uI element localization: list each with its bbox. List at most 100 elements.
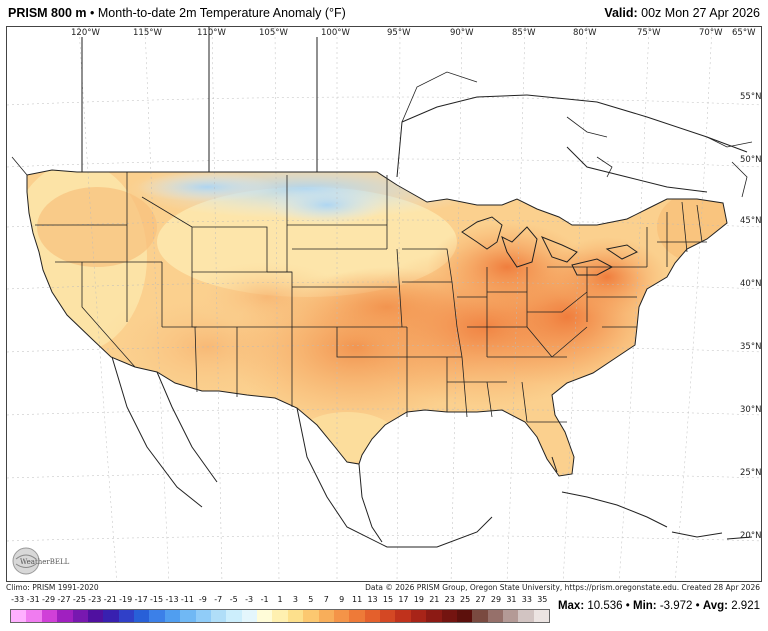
legend-label: -33 (11, 595, 25, 604)
legend-label: 25 (460, 595, 471, 604)
legend-swatch (26, 610, 42, 622)
anomaly-field (27, 170, 727, 476)
legend-swatch (303, 610, 319, 622)
legend-label: -13 (165, 595, 179, 604)
legend-label: 31 (506, 595, 517, 604)
legend-label: -1 (260, 595, 269, 604)
legend-label: -23 (88, 595, 102, 604)
lat-label: 40°N (740, 279, 761, 289)
legend-label: 15 (382, 595, 394, 604)
lat-label: 35°N (740, 342, 761, 352)
legend-swatch (380, 610, 396, 622)
avg-value: 2.921 (731, 600, 760, 612)
color-legend: -33 -31 -29 -27 -25 -23 -21 -19 -17 -15 -13 -11 -9 -7… (10, 595, 550, 627)
legend-label: -15 (150, 595, 164, 604)
legend-swatch (287, 610, 304, 622)
legend-label: -29 (42, 595, 56, 604)
stats-separator: • (695, 600, 700, 612)
latitude-labels: 55°N 50°N 45°N 40°N 35°N 30°N 25°N 20°N (740, 92, 761, 541)
legend-label: 3 (292, 595, 298, 604)
legend-label: 19 (413, 595, 424, 604)
legend-swatch (518, 610, 534, 622)
min-value: -3.972 (659, 600, 693, 612)
legend-swatch (195, 610, 211, 622)
legend-swatch (272, 610, 288, 622)
legend-swatch (349, 610, 365, 622)
legend-swatch (410, 610, 427, 622)
max-value: 10.536 (587, 600, 623, 612)
lon-label: 100°W (321, 28, 350, 38)
legend-label: 21 (429, 595, 440, 604)
legend-label: 5 (308, 595, 314, 604)
legend-swatch (57, 610, 73, 622)
valid-time: Valid: 00z Mon 27 Apr 2026 (604, 0, 760, 26)
borders (26, 27, 753, 548)
legend-label: -9 (198, 595, 207, 604)
lat-label: 25°N (740, 468, 761, 478)
legend-label: 33 (521, 595, 532, 604)
legend-swatch (456, 610, 473, 622)
legend-label: 23 (444, 595, 455, 604)
legend-swatch (333, 610, 350, 622)
legend-swatch (472, 610, 488, 622)
longitude-labels: 120°W 115°W 110°W 105°W 100°W 95°W 90°W … (71, 28, 756, 38)
lon-label: 110°W (197, 28, 226, 38)
state-lines (35, 172, 707, 423)
legend-swatch (11, 610, 27, 622)
legend-swatch (257, 610, 273, 622)
legend-label: -11 (180, 595, 194, 604)
legend-label: 17 (398, 595, 409, 604)
legend-swatch (87, 610, 104, 622)
legend-swatch (118, 610, 134, 622)
lon-label: 65°W (732, 28, 756, 38)
graticule (7, 27, 761, 581)
legend-swatch (395, 610, 411, 622)
legend-swatch (210, 610, 227, 622)
legend-swatch (134, 610, 150, 622)
product-name: PRISM 800 m (8, 6, 87, 20)
data-credit: Data © 2026 PRISM Group, Oregon State Un… (365, 583, 760, 592)
legend-label: 7 (323, 595, 329, 604)
legend-swatch (103, 610, 119, 622)
legend-label: -21 (103, 595, 117, 604)
legend-bar (10, 609, 550, 623)
lon-label: 90°W (450, 28, 474, 38)
lat-label: 50°N (740, 155, 761, 165)
legend-swatch (441, 610, 457, 622)
lon-label: 115°W (133, 28, 162, 38)
legend-swatch (72, 610, 88, 622)
legend-label: -19 (119, 595, 133, 604)
lat-label: 20°N (740, 531, 761, 541)
legend-swatch (503, 610, 519, 622)
max-label: Max: (557, 600, 585, 612)
legend-swatch (226, 610, 242, 622)
lat-label: 55°N (740, 92, 761, 102)
anomaly-map[interactable]: 120°W 115°W 110°W 105°W 100°W 95°W 90°W … (7, 27, 762, 582)
lon-label: 70°W (699, 28, 723, 38)
legend-label: -3 (245, 595, 254, 604)
stats-summary: Max: 10.536 • Min: -3.972 • Avg: 2.921 (558, 600, 760, 612)
legend-swatch (487, 610, 503, 622)
legend-label: 9 (339, 595, 345, 604)
lon-label: 120°W (71, 28, 100, 38)
legend-label: 27 (475, 595, 486, 604)
legend-label: -31 (26, 595, 40, 604)
map-title: PRISM 800 m • Month-to-date 2m Temperatu… (8, 0, 346, 26)
min-label: Min: (632, 600, 657, 612)
legend-swatch (41, 610, 58, 622)
legend-label: -27 (57, 595, 71, 604)
lon-label: 75°W (637, 28, 661, 38)
lon-label: 105°W (259, 28, 288, 38)
legend-label: 35 (537, 595, 548, 604)
legend-swatch (180, 610, 196, 622)
product-description: Month-to-date 2m Temperature Anomaly (°F… (97, 6, 346, 20)
map-panel[interactable]: 120°W 115°W 110°W 105°W 100°W 95°W 90°W … (6, 26, 762, 582)
title-separator: • (90, 6, 95, 20)
legend-swatch (426, 610, 442, 622)
lat-label: 45°N (740, 216, 761, 226)
legend-swatch (149, 610, 165, 622)
legend-label: 1 (277, 595, 283, 604)
lon-label: 80°W (573, 28, 597, 38)
legend-swatch (364, 610, 380, 622)
legend-label: 29 (490, 595, 502, 604)
